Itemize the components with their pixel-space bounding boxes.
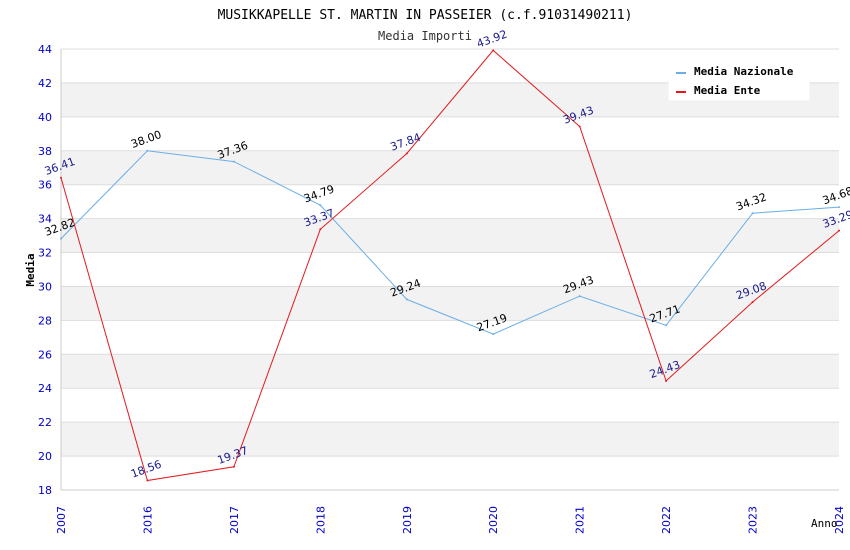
x-tick-label: 2021 bbox=[574, 506, 587, 534]
series-line-media-ente bbox=[60, 49, 840, 482]
data-point-media-ente bbox=[751, 301, 754, 304]
data-label-media-ente: 43.92 bbox=[475, 28, 509, 51]
y-tick-label: 44 bbox=[38, 43, 52, 56]
y-tick-label: 18 bbox=[38, 484, 52, 497]
data-label-media-nazionale: 34.68 bbox=[821, 184, 850, 207]
y-tick-label: 20 bbox=[38, 450, 52, 463]
y-tick-label: 40 bbox=[38, 111, 52, 124]
data-point-media-ente bbox=[492, 49, 495, 52]
x-tick-label: 2023 bbox=[747, 506, 760, 534]
data-label-media-nazionale: 34.32 bbox=[734, 190, 768, 213]
x-tick-label: 2018 bbox=[314, 506, 327, 534]
series-line-media-nazionale bbox=[60, 150, 840, 335]
plot-band bbox=[61, 286, 839, 321]
gridlines bbox=[61, 48, 839, 491]
y-tick-label: 32 bbox=[38, 247, 52, 260]
data-point-media-nazionale bbox=[405, 298, 408, 301]
legend: Media Nazionale Media Ente bbox=[668, 57, 810, 101]
y-axis-label: Media bbox=[24, 253, 37, 286]
y-axis-ticks: 18 20 22 24 26 28 30 32 34 36 38 40 42 44 bbox=[38, 43, 52, 497]
y-tick-label: 22 bbox=[38, 416, 52, 429]
y-tick-label: 34 bbox=[38, 213, 52, 226]
data-point-media-nazionale bbox=[232, 160, 235, 163]
x-tick-label: 2019 bbox=[401, 506, 414, 534]
x-tick-label: 2022 bbox=[660, 506, 673, 534]
data-point-media-nazionale bbox=[578, 295, 581, 298]
plot-band bbox=[61, 354, 839, 389]
x-tick-label: 2017 bbox=[228, 506, 241, 534]
x-tick-label: 2016 bbox=[141, 506, 154, 534]
data-point-media-nazionale bbox=[60, 237, 62, 240]
y-tick-label: 30 bbox=[38, 280, 52, 293]
x-axis-ticks: 2007 2016 2017 2018 2019 2020 2021 2022 2023 2024 bbox=[55, 506, 846, 534]
data-point-media-nazionale bbox=[665, 324, 668, 327]
y-tick-label: 42 bbox=[38, 77, 52, 90]
y-tick-label: 38 bbox=[38, 145, 52, 158]
data-point-media-ente bbox=[146, 479, 149, 482]
y-tick-label: 26 bbox=[38, 348, 52, 361]
y-tick-label: 36 bbox=[38, 179, 52, 192]
data-point-media-ente bbox=[60, 176, 62, 179]
chart-title: MUSIKKAPELLE ST. MARTIN IN PASSEIER (c.f… bbox=[218, 8, 633, 23]
chart-subtitle: Media Importi bbox=[378, 29, 472, 43]
data-point-media-ente bbox=[319, 228, 322, 231]
data-point-media-ente bbox=[405, 152, 408, 155]
data-point-media-nazionale bbox=[838, 206, 840, 209]
data-point-media-ente bbox=[665, 379, 668, 382]
data-point-media-ente bbox=[232, 465, 235, 468]
x-tick-label: 2020 bbox=[487, 506, 500, 534]
data-label-media-nazionale: 34.79 bbox=[302, 182, 336, 205]
x-tick-label: 2024 bbox=[833, 506, 846, 534]
data-point-media-ente bbox=[838, 229, 840, 232]
y-tick-label: 24 bbox=[38, 382, 52, 395]
plot-band bbox=[61, 422, 839, 457]
data-label-media-nazionale: 38.00 bbox=[129, 128, 163, 151]
data-point-media-ente bbox=[578, 125, 581, 128]
data-point-media-nazionale bbox=[751, 212, 754, 215]
legend-box bbox=[668, 57, 810, 101]
legend-label-media-ente: Media Ente bbox=[694, 84, 761, 97]
data-point-media-nazionale bbox=[492, 333, 495, 336]
data-point-media-nazionale bbox=[319, 204, 322, 207]
y-tick-label: 28 bbox=[38, 314, 52, 327]
x-axis-label: Anno bbox=[811, 517, 838, 530]
legend-label-media-nazionale: Media Nazionale bbox=[694, 65, 794, 78]
data-point-media-nazionale bbox=[146, 149, 149, 152]
plot-background-bands bbox=[61, 82, 839, 457]
plot-band bbox=[61, 218, 839, 253]
plot-band bbox=[61, 150, 839, 185]
data-label-media-ente: 37.84 bbox=[389, 131, 423, 154]
x-tick-label: 2007 bbox=[55, 506, 68, 534]
